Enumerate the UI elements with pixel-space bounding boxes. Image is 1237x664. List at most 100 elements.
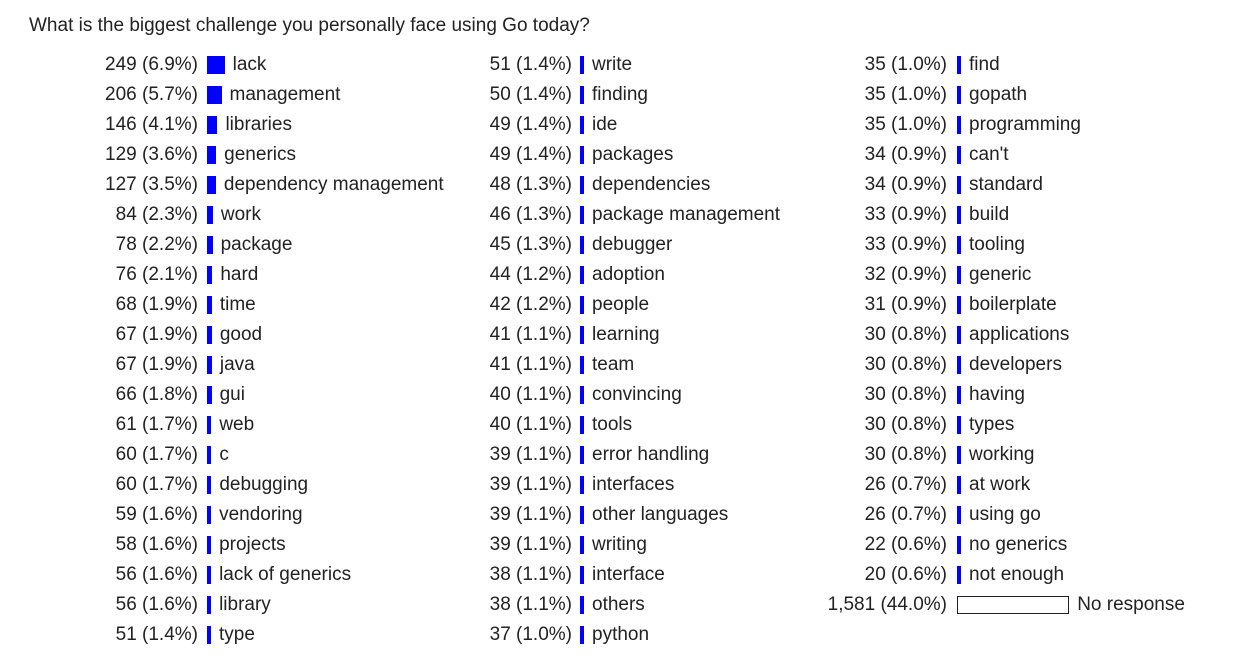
bar-category-label: ide <box>592 114 618 135</box>
bar <box>957 176 961 194</box>
bar-category-label: team <box>592 354 635 375</box>
bar-category-label: at work <box>969 474 1031 495</box>
bar-count-label: 51 (1.4%) <box>489 54 572 75</box>
bar-row: 39 (1.1%) interfaces <box>470 470 850 500</box>
bar <box>957 266 961 284</box>
bar-category-label: packages <box>592 144 674 165</box>
chart-column-1: 249 (6.9%) lack 206 (5.7%) management 146 (4… <box>0 50 470 650</box>
bar-category-label: package management <box>592 204 781 225</box>
bar <box>580 506 584 524</box>
bar <box>207 506 212 524</box>
bar-row: 51 (1.4%) write <box>470 50 850 80</box>
bar <box>207 146 217 164</box>
bar-category-label: generic <box>969 264 1032 285</box>
bar-category-label: developers <box>969 354 1062 375</box>
bar-row: 84 (2.3%) work <box>0 200 470 230</box>
bar-count-label: 60 (1.7%) <box>115 474 198 495</box>
bar-row: 30 (0.8%) developers <box>850 350 1237 380</box>
bar-count-label: 35 (1.0%) <box>864 54 947 75</box>
bar <box>957 146 961 164</box>
bar-row: 56 (1.6%) lack of generics <box>0 560 470 590</box>
bar-row: 51 (1.4%) type <box>0 620 470 650</box>
bar <box>580 536 584 554</box>
bar-row: 22 (0.6%) no generics <box>850 530 1237 560</box>
bar <box>207 206 213 224</box>
bar-category-label: debugging <box>219 474 309 495</box>
bar-row: 42 (1.2%) people <box>470 290 850 320</box>
bar-row: 48 (1.3%) dependencies <box>470 170 850 200</box>
bar <box>957 116 961 134</box>
bar-category-label: programming <box>969 114 1081 135</box>
bar-category-label: generics <box>224 144 296 165</box>
bar-row: 35 (1.0%) find <box>850 50 1237 80</box>
bar-count-label: 40 (1.1%) <box>489 414 572 435</box>
bar <box>580 596 584 614</box>
bar-row: 78 (2.2%) package <box>0 230 470 260</box>
bar-category-label: having <box>969 384 1025 405</box>
bar <box>957 236 961 254</box>
bar-category-label: boilerplate <box>969 294 1057 315</box>
bar-count-label: 38 (1.1%) <box>489 564 572 585</box>
bar-count-label: 30 (0.8%) <box>864 384 947 405</box>
bar <box>957 446 961 464</box>
bar-category-label: lack of generics <box>219 564 352 585</box>
bar-row: 127 (3.5%) dependency management <box>0 170 470 200</box>
bar <box>580 176 584 194</box>
bar-row: 129 (3.6%) generics <box>0 140 470 170</box>
bar-count-label: 50 (1.4%) <box>489 84 572 105</box>
bar-count-label: 30 (0.8%) <box>864 354 947 375</box>
bar-row: 44 (1.2%) adoption <box>470 260 850 290</box>
bar-category-label: standard <box>969 174 1043 195</box>
bar-count-label: 39 (1.1%) <box>489 534 572 555</box>
bar-count-label: 46 (1.3%) <box>489 204 572 225</box>
bar-row: 33 (0.9%) build <box>850 200 1237 230</box>
bar-row: 39 (1.1%) writing <box>470 530 850 560</box>
bar-row: 1,581 (44.0%) No response <box>828 590 1237 620</box>
bar-row: 76 (2.1%) hard <box>0 260 470 290</box>
bar-count-label: 44 (1.2%) <box>489 264 572 285</box>
bar-count-label: 30 (0.8%) <box>864 324 947 345</box>
bar-category-label: gui <box>219 384 245 405</box>
bar-category-label: No response <box>1077 594 1185 615</box>
bar-category-label: people <box>592 294 650 315</box>
bar-category-label: working <box>969 444 1035 465</box>
bar-category-label: learning <box>592 324 660 345</box>
bar <box>207 86 222 104</box>
bar-count-label: 26 (0.7%) <box>864 474 947 495</box>
bar-count-label: 26 (0.7%) <box>864 504 947 525</box>
bar <box>580 206 584 224</box>
bar-row: 49 (1.4%) packages <box>470 140 850 170</box>
bar-row: 26 (0.7%) at work <box>850 470 1237 500</box>
bar <box>957 416 961 434</box>
bar-row: 20 (0.6%) not enough <box>850 560 1237 590</box>
bar-count-label: 146 (4.1%) <box>105 114 198 135</box>
bar-count-label: 32 (0.9%) <box>864 264 947 285</box>
bar-count-label: 61 (1.7%) <box>115 414 198 435</box>
bar-row: 68 (1.9%) time <box>0 290 470 320</box>
bar-count-label: 84 (2.3%) <box>115 204 198 225</box>
bar-row: 41 (1.1%) team <box>470 350 850 380</box>
bar <box>207 446 212 464</box>
bar-row: 38 (1.1%) interface <box>470 560 850 590</box>
bar-category-label: package <box>220 234 293 255</box>
bar <box>207 476 212 494</box>
bar <box>207 356 212 374</box>
bar-category-label: tools <box>592 414 633 435</box>
bar <box>207 596 212 614</box>
bar-row: 60 (1.7%) debugging <box>0 470 470 500</box>
bar <box>957 476 961 494</box>
bar-count-label: 76 (2.1%) <box>115 264 198 285</box>
bar-row: 67 (1.9%) good <box>0 320 470 350</box>
bar-count-label: 78 (2.2%) <box>115 234 198 255</box>
bar-count-label: 38 (1.1%) <box>489 594 572 615</box>
bar <box>957 386 961 404</box>
question-title: What is the biggest challenge you person… <box>29 15 590 36</box>
bar-count-label: 49 (1.4%) <box>489 144 572 165</box>
bar-category-label: c <box>219 444 229 465</box>
bar-count-label: 56 (1.6%) <box>115 564 198 585</box>
chart-column-3: 35 (1.0%) find 35 (1.0%) gopath 35 (1.0%) pro… <box>828 50 1237 620</box>
bar-row: 58 (1.6%) projects <box>0 530 470 560</box>
bar-count-label: 1,581 (44.0%) <box>827 594 947 615</box>
bar-category-label: build <box>969 204 1010 225</box>
bar-row: 26 (0.7%) using go <box>850 500 1237 530</box>
